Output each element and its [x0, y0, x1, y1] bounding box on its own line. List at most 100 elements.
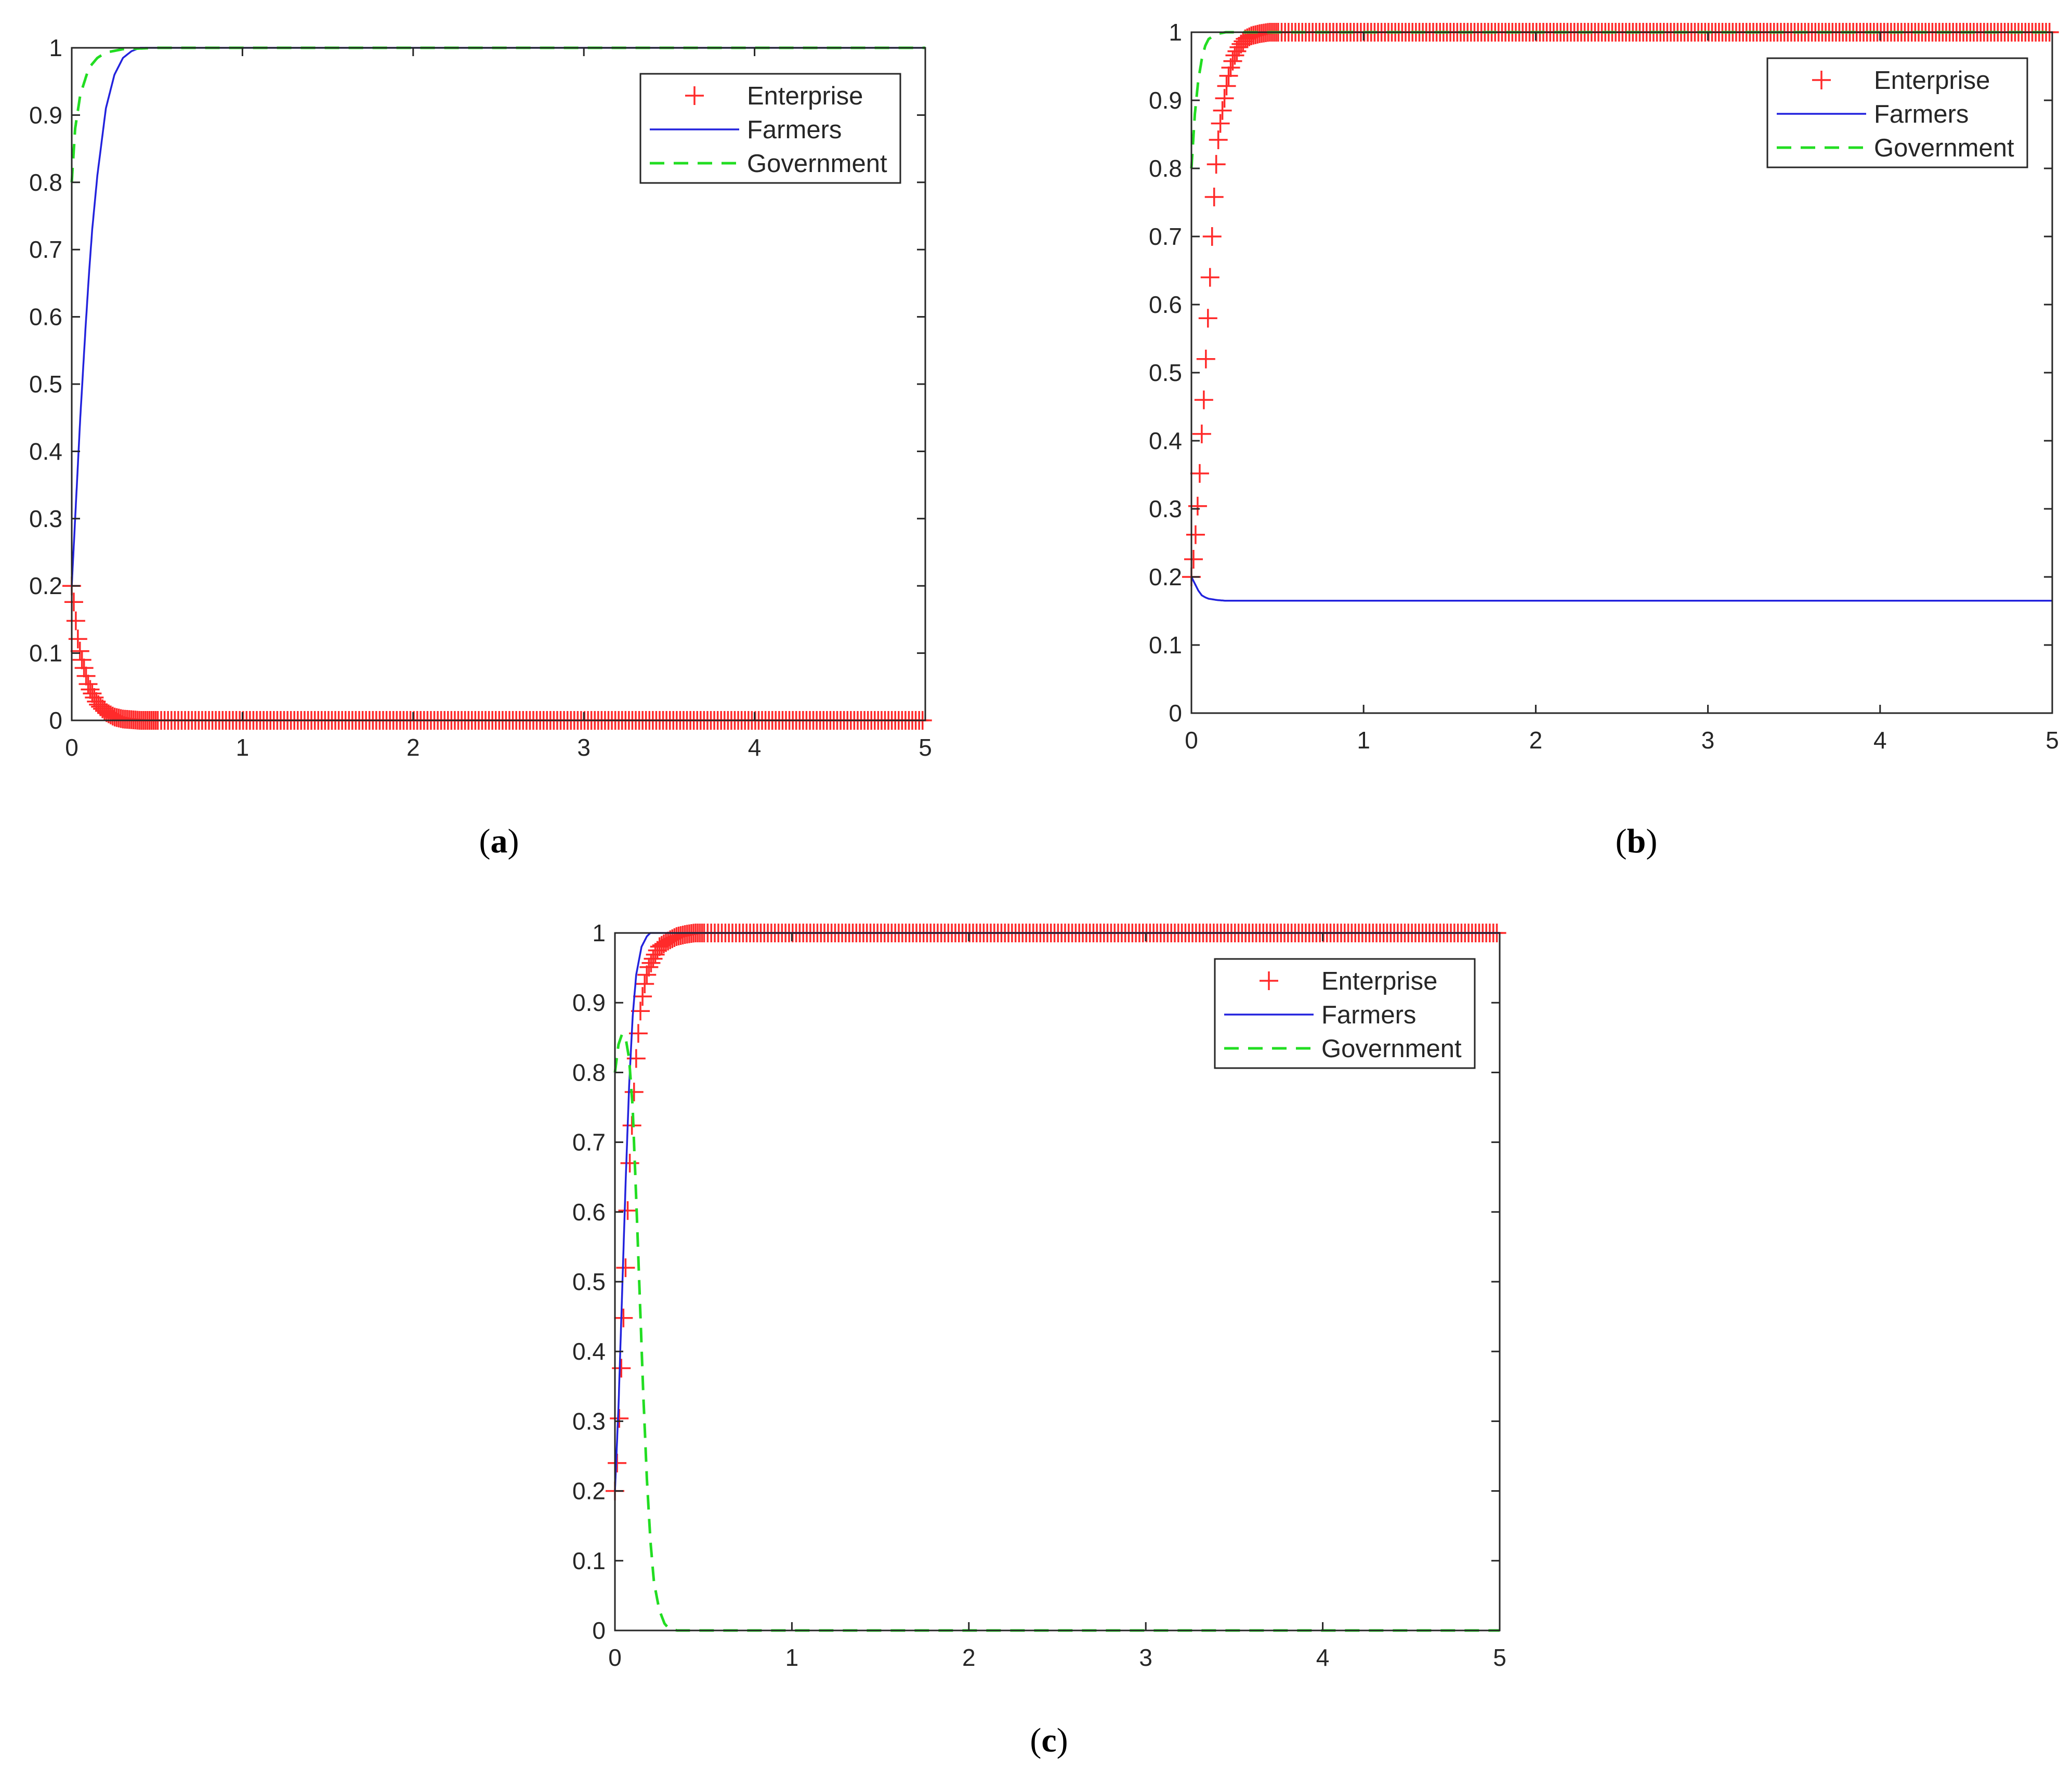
enterprise-marker [637, 965, 657, 984]
enterprise-marker [1184, 549, 1203, 569]
y-tick-label: 0.1 [29, 640, 62, 667]
y-tick-label: 1 [1169, 19, 1182, 46]
y-tick-label: 0.3 [1149, 495, 1182, 522]
y-tick-label: 0.5 [29, 371, 62, 398]
panel-b-chart: 0 0.1 0.2 0.3 0.4 0.5 0.6 0.7 0.8 0.9 1 0 1 2 3 4 5 Enter… [1149, 19, 2059, 754]
legend-enterprise-marker [1260, 971, 1278, 990]
y-tick-label: 0.4 [29, 438, 62, 465]
enterprise-marker [70, 641, 89, 661]
y-tick-label: 0 [1169, 700, 1182, 727]
y-tick-label: 0.9 [29, 101, 62, 128]
x-tick-label: 4 [1873, 727, 1887, 754]
legend-government-label: Government [1321, 1035, 1462, 1063]
panel-c-caption: (c) [1030, 1721, 1068, 1759]
panel-c-chart: 0 0.1 0.2 0.3 0.4 0.5 0.6 0.7 0.8 0.9 1 0 1 2 3 4 5 Enter… [572, 919, 1506, 1671]
enterprise-marker [81, 680, 100, 699]
enterprise-marker [1217, 76, 1236, 96]
x-tick-label: 3 [1139, 1644, 1152, 1671]
legend-enterprise-marker [1812, 71, 1831, 89]
x-tick-label: 3 [1701, 727, 1715, 754]
enterprise-marker [66, 611, 85, 630]
x-tick-label: 2 [1529, 727, 1543, 754]
legend-enterprise-label: Enterprise [1874, 67, 1990, 95]
y-tick-label: 0.8 [29, 169, 62, 196]
panel-a-caption: (a) [479, 822, 519, 860]
y-tick-label: 0 [49, 707, 62, 734]
enterprise-marker [644, 949, 663, 968]
y-tick-label: 0.7 [572, 1129, 606, 1156]
x-tick-label: 0 [608, 1644, 622, 1671]
y-tick-label: 0.8 [572, 1059, 606, 1086]
enterprise-marker [1194, 390, 1213, 410]
x-tick-label: 2 [962, 1644, 976, 1671]
enterprise-marker [631, 1002, 650, 1021]
enterprise-marker [1196, 349, 1215, 369]
legend-farmers-label: Farmers [1321, 1001, 1416, 1029]
x-tick-label: 1 [785, 1644, 799, 1671]
x-tick-label: 0 [65, 734, 78, 761]
enterprise-markers [62, 576, 932, 730]
y-tick-label: 0.4 [1149, 427, 1182, 454]
enterprise-marker [1204, 188, 1224, 207]
y-tick-label: 1 [592, 919, 606, 946]
enterprise-marker [633, 987, 652, 1006]
enterprise-marker [641, 953, 661, 972]
legend-box [1766, 57, 2028, 168]
enterprise-marker [1215, 89, 1234, 108]
enterprise-marker [72, 650, 91, 669]
legend-farmers-label: Farmers [1874, 100, 1969, 128]
legend-government-label: Government [1874, 134, 2014, 162]
enterprise-marker [1209, 130, 1228, 149]
y-tick-label: 1 [49, 34, 62, 61]
enterprise-marker [1190, 464, 1209, 483]
legend-box [639, 73, 901, 184]
farmers-line [1190, 576, 2052, 602]
y-tick-label: 0.1 [1149, 632, 1182, 659]
x-tick-label: 4 [1316, 1644, 1330, 1671]
y-tick-label: 0.6 [1149, 291, 1182, 318]
government-line [613, 1032, 1500, 1632]
y-tick-label: 0.7 [29, 236, 62, 263]
y-tick-label: 0.3 [29, 505, 62, 532]
y-tick-label: 0.7 [1149, 223, 1182, 250]
y-tick-label: 0.5 [572, 1268, 606, 1295]
x-tick-label: 3 [577, 734, 591, 761]
enterprise-marker [1227, 42, 1247, 61]
enterprise-marker [1213, 101, 1232, 120]
enterprise-marker [1202, 227, 1222, 246]
enterprise-marker [1225, 46, 1244, 65]
y-tick-label: 0.1 [572, 1547, 606, 1574]
x-tick-label: 1 [1357, 727, 1370, 754]
enterprise-marker [1200, 268, 1219, 287]
enterprise-marker [616, 1258, 635, 1278]
enterprise-marker [64, 593, 83, 612]
x-tick-label: 0 [1185, 727, 1198, 754]
y-tick-label: 0 [592, 1617, 606, 1644]
legend-enterprise-marker [685, 86, 704, 105]
y-tick-label: 0.8 [1149, 155, 1182, 182]
y-tick-label: 0.6 [29, 304, 62, 331]
legend-enterprise-label: Enterprise [1321, 967, 1437, 995]
legend-box [1214, 958, 1476, 1069]
x-tick-label: 5 [1493, 1644, 1506, 1671]
enterprise-marker [83, 684, 102, 703]
x-tick-label: 5 [2045, 727, 2059, 754]
enterprise-marker [1211, 114, 1230, 133]
enterprise-marker [614, 1308, 633, 1327]
y-tick-label: 0.6 [572, 1199, 606, 1226]
enterprise-marker [74, 659, 94, 678]
enterprise-marker [1192, 424, 1211, 443]
legend: Enterprise Farmers Government [639, 73, 901, 184]
legend-enterprise-label: Enterprise [747, 82, 863, 110]
enterprise-marker [639, 957, 659, 977]
y-tick-label: 0.2 [1149, 563, 1182, 590]
legend-government-label: Government [747, 150, 887, 178]
panel-a-chart: 0 0.1 0.2 0.3 0.4 0.5 0.6 0.7 0.8 0.9 1 0 1 2 3 4 5 Enter… [29, 34, 932, 761]
legend: Enterprise Farmers Government [1766, 57, 2028, 168]
y-tick-label: 0.2 [29, 572, 62, 599]
x-tick-label: 5 [919, 734, 932, 761]
y-tick-label: 0.4 [572, 1338, 606, 1365]
x-tick-label: 4 [748, 734, 762, 761]
x-tick-label: 1 [236, 734, 250, 761]
